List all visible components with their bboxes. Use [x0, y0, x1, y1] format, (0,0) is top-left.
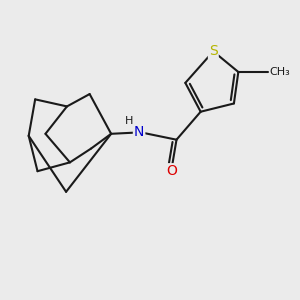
Text: S: S — [209, 44, 218, 58]
Text: H: H — [125, 116, 134, 126]
Text: O: O — [166, 164, 177, 178]
Text: CH₃: CH₃ — [269, 67, 290, 77]
Text: N: N — [134, 125, 144, 139]
